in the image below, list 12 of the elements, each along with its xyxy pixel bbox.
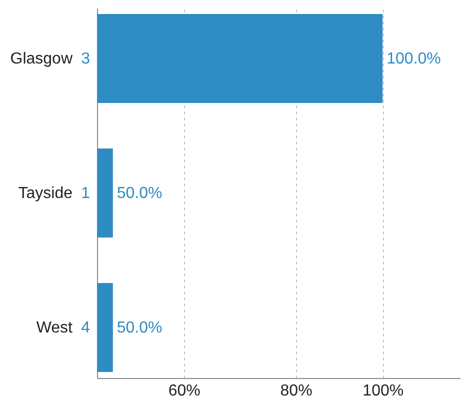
x-tick-label: 60% <box>168 382 200 400</box>
y-tick-label: Glasgow <box>10 50 73 68</box>
text: 1 <box>81 185 90 202</box>
y-tick-label: West <box>36 319 74 336</box>
data-label: 100.0% <box>386 50 441 68</box>
text: 3 <box>81 50 90 68</box>
text: 4 <box>81 319 90 336</box>
y-tick-label: Tayside <box>18 185 73 202</box>
x-tick-label: 80% <box>280 382 312 400</box>
x-tick-label: 100% <box>362 382 404 400</box>
data-label: 50.0% <box>116 185 162 202</box>
data-label: 50.0% <box>116 319 162 336</box>
